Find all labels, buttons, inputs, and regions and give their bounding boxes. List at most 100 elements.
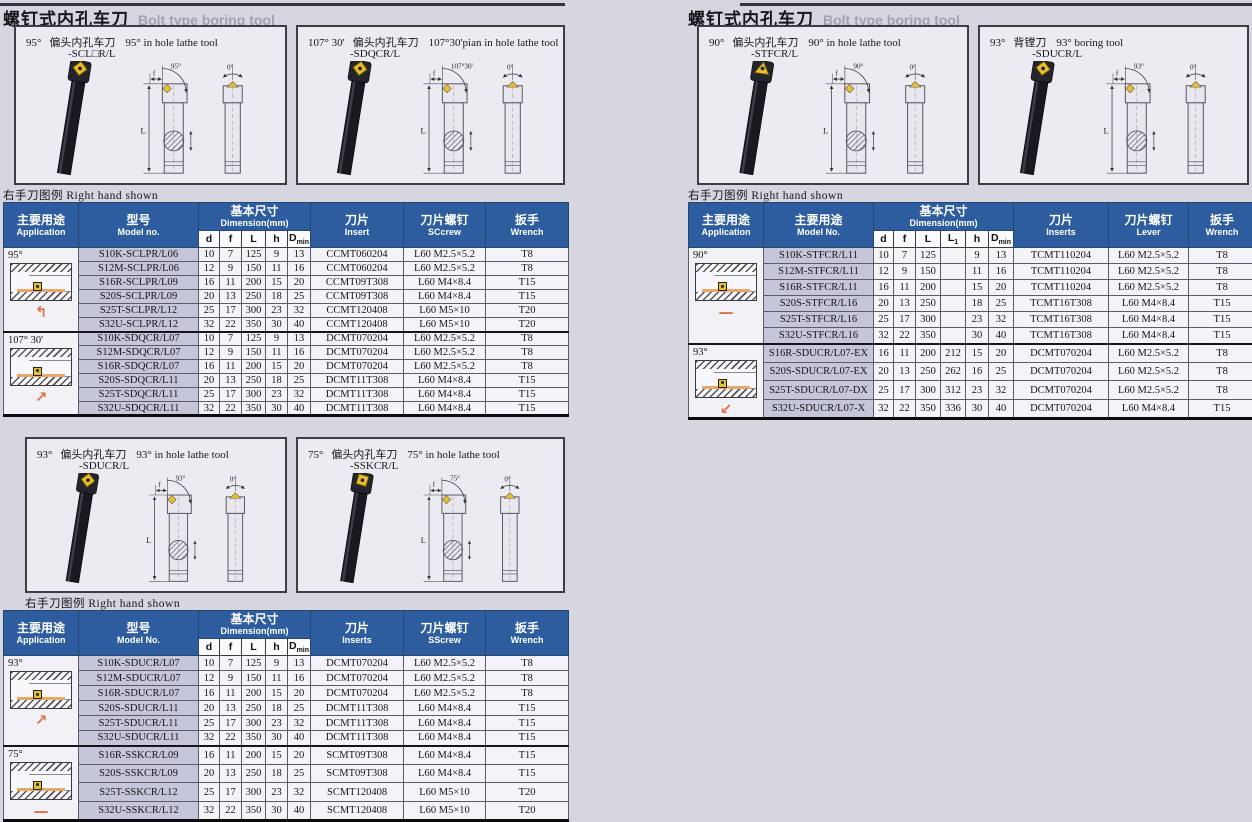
value-cell: 20 <box>199 290 220 304</box>
value-cell: DCMT070204 <box>1014 381 1109 400</box>
value-cell: 11 <box>266 671 288 686</box>
value-cell: L60 M4×8.4 <box>1109 296 1189 312</box>
value-cell: T15 <box>486 290 569 304</box>
value-cell: 25 <box>874 381 894 400</box>
feed-direction-arrow: ↰ <box>4 304 78 320</box>
model-cell: S12M-SCLPR/L06 <box>79 262 199 276</box>
value-cell: L60 M2.5×5.2 <box>1109 248 1189 264</box>
value-cell: T20 <box>486 304 569 318</box>
box-model-code: -STFCR/L <box>751 48 798 60</box>
value-cell: L60 M2.5×5.2 <box>404 332 486 346</box>
value-cell: 10 <box>199 248 220 262</box>
value-cell: T15 <box>486 701 569 716</box>
value-cell: T15 <box>486 276 569 290</box>
value-cell: T8 <box>1189 381 1252 400</box>
value-cell: 250 <box>916 296 941 312</box>
bore-schematic-icon <box>10 762 72 800</box>
value-cell: 16 <box>874 280 894 296</box>
svg-text:93°: 93° <box>1134 63 1144 71</box>
model-cell: S20S-SDQCR/L11 <box>79 374 199 388</box>
value-cell: 18 <box>266 764 288 783</box>
value-cell: 22 <box>220 731 242 746</box>
value-cell: 25 <box>989 296 1014 312</box>
application-angle: 93° <box>8 658 78 669</box>
value-cell: 32 <box>199 801 220 820</box>
value-cell: 125 <box>916 248 941 264</box>
value-cell: 7 <box>220 248 242 262</box>
tool-photo <box>333 61 372 175</box>
value-cell: T15 <box>1189 399 1252 418</box>
value-cell: L60 M2.5×5.2 <box>404 360 486 374</box>
value-cell: 32 <box>874 328 894 344</box>
value-cell: 23 <box>966 381 989 400</box>
value-cell: T15 <box>486 716 569 731</box>
value-cell: 20 <box>874 362 894 381</box>
value-cell <box>941 264 966 280</box>
value-cell: 18 <box>266 290 288 304</box>
value-cell: 9 <box>220 346 242 360</box>
value-cell: 13 <box>288 332 311 346</box>
value-cell: T15 <box>486 764 569 783</box>
application-cell: 93°↗ <box>4 656 79 746</box>
value-cell: 20 <box>874 296 894 312</box>
value-cell: SCMT09T308 <box>311 764 404 783</box>
box-angle: 95° <box>26 37 41 49</box>
value-cell: 25 <box>199 304 220 318</box>
value-cell: 13 <box>288 656 311 671</box>
value-cell: 150 <box>242 262 266 276</box>
front-view-drawing: L75°f <box>421 475 470 581</box>
box-name-en: 90° in hole lathe tool <box>808 37 900 49</box>
value-cell: 200 <box>916 280 941 296</box>
value-cell <box>941 280 966 296</box>
value-cell: 250 <box>242 764 266 783</box>
value-cell: 15 <box>266 276 288 290</box>
box-angle: 107° 30' <box>308 37 345 49</box>
tool-drawing: L93°f0° <box>29 473 281 585</box>
value-cell: 18 <box>266 374 288 388</box>
value-cell: 32 <box>874 399 894 418</box>
value-cell: T8 <box>1189 248 1252 264</box>
bore-schematic-icon <box>10 348 72 386</box>
value-cell: 10 <box>199 332 220 346</box>
value-cell: 16 <box>288 262 311 276</box>
box-model-code: -SDUCR/L <box>79 460 129 472</box>
box-angle: 93° <box>990 37 1005 49</box>
value-cell: L60 M4×8.4 <box>404 716 486 731</box>
value-cell: 16 <box>874 344 894 363</box>
feed-direction-arrow: ↗ <box>4 389 78 405</box>
value-cell: T8 <box>1189 344 1252 363</box>
model-cell: S25T-SSKCR/L12 <box>79 783 199 802</box>
model-cell: S16R-SDQCR/L07 <box>79 360 199 374</box>
model-cell: S12M-STFCR/L11 <box>764 264 874 280</box>
value-cell: CCMT060204 <box>311 262 404 276</box>
value-cell: T8 <box>486 360 569 374</box>
value-cell: CCMT060204 <box>311 248 404 262</box>
application-angle: 107° 30' <box>8 335 78 346</box>
application-cell: 107° 30' ↗ <box>4 332 79 416</box>
model-cell: S25T-SDUCR/L11 <box>79 716 199 731</box>
value-cell: 20 <box>288 746 311 765</box>
value-cell: 20 <box>199 701 220 716</box>
value-cell: T8 <box>486 248 569 262</box>
value-cell: 17 <box>220 304 242 318</box>
value-cell: 15 <box>266 746 288 765</box>
bore-schematic-icon <box>695 263 757 301</box>
value-cell: 40 <box>989 328 1014 344</box>
value-cell: 16 <box>288 346 311 360</box>
